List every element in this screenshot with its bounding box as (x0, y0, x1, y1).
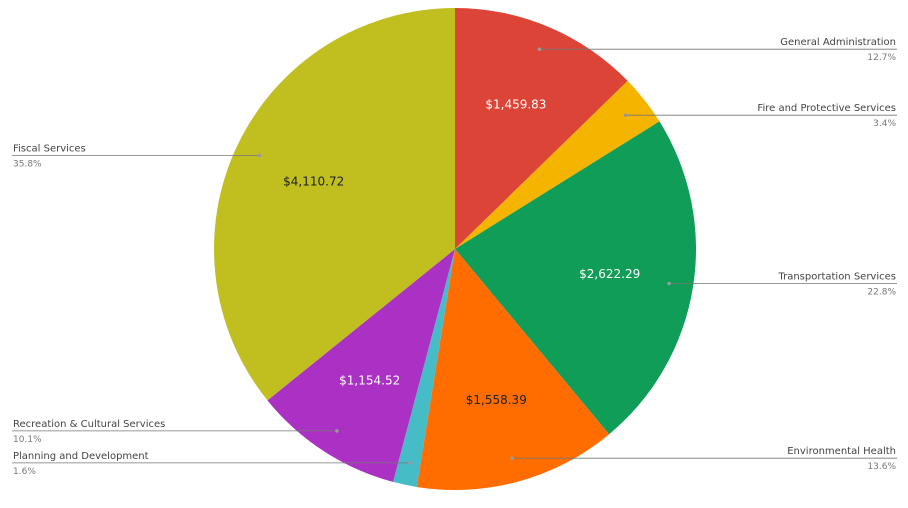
callout-percent: 35.8% (13, 159, 42, 169)
callout-name: Recreation & Cultural Services (13, 419, 165, 430)
leader-dot (257, 153, 262, 158)
callout-name: Fire and Protective Services (757, 103, 896, 114)
value-label-fiscal-services: $4,110.72 (283, 174, 344, 188)
callout-general-administration: General Administration 12.7% (537, 37, 897, 63)
pie-slices (213, 8, 697, 491)
leader-dot (335, 429, 339, 433)
callout-percent: 22.8% (867, 288, 896, 298)
callout-name: Fiscal Services (13, 143, 86, 154)
leader-dot (510, 456, 514, 461)
callout-fire-and-protective-services: Fire and Protective Services 3.4% (623, 103, 897, 129)
callout-planning-and-development: Planning and Development 1.6% (12, 451, 412, 477)
callout-name: General Administration (780, 37, 896, 48)
leader-dot (408, 461, 412, 465)
callout-fiscal-services: Fiscal Services 35.8% (12, 143, 262, 169)
callout-percent: 10.1% (13, 435, 42, 445)
value-label-transportation-services: $2,622.29 (579, 267, 640, 281)
callout-labels: Fiscal Services 35.8% Recreation & Cultura… (12, 37, 897, 477)
slice-environmental-health (416, 249, 610, 491)
callout-percent: 1.6% (13, 467, 36, 477)
leader-dot (667, 281, 671, 286)
value-label-recreation-and-cultural-services: $1,154.52 (339, 373, 400, 387)
slice-recreation-and-cultural-services (267, 249, 455, 482)
slice-fire-and-protective-services (455, 80, 660, 249)
callout-name: Planning and Development (13, 451, 149, 462)
value-label-environmental-health: $1,558.39 (466, 393, 527, 407)
slice-planning-and-development (393, 249, 455, 487)
value-label-general-administration: $1,459.83 (485, 98, 546, 112)
callout-transportation-services: Transportation Services 22.8% (667, 272, 897, 298)
slice-fiscal-services (213, 8, 455, 401)
callout-environmental-health: Environmental Health 13.6% (510, 446, 897, 472)
callout-name: Environmental Health (787, 446, 896, 457)
callout-recreation-and-cultural-services: Recreation & Cultural Services 10.1% (12, 419, 339, 445)
callout-percent: 3.4% (873, 119, 896, 129)
callout-percent: 12.7% (867, 53, 896, 63)
slice-general-administration (455, 8, 628, 249)
callout-name: Transportation Services (777, 272, 896, 283)
leader-dot (623, 113, 628, 117)
slice-transportation-services (455, 121, 697, 435)
leader-dot (537, 47, 542, 51)
callout-percent: 13.6% (867, 462, 896, 472)
value-labels: $1,459.83 $2,622.29 $1,558.39 $1,154.52 $4,1… (283, 98, 640, 407)
